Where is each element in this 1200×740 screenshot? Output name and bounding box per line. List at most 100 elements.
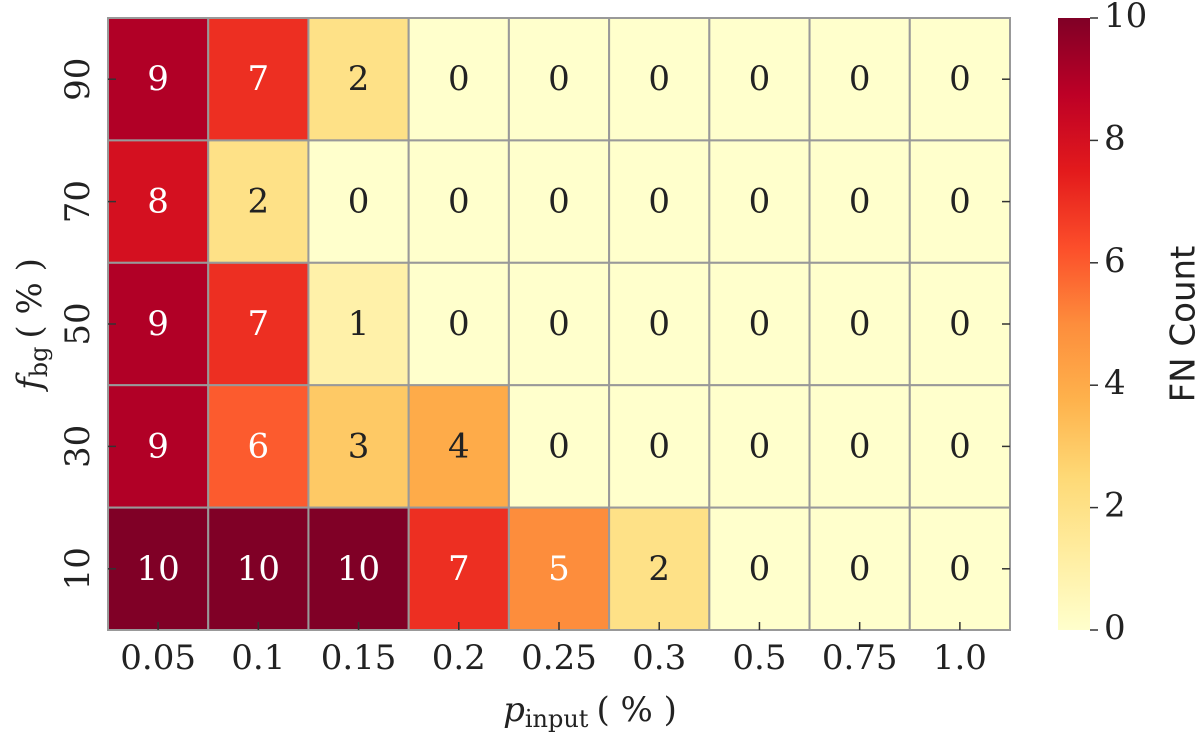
cell-label: 0: [949, 182, 971, 222]
x-tick-label: 0.1: [231, 638, 285, 678]
colorbar: [1058, 18, 1090, 630]
y-tick-label: 30: [58, 425, 98, 468]
cell-label: 1: [348, 304, 370, 344]
x-tick-label: 1.0: [933, 638, 987, 678]
colorbar-tick-label: 8: [1104, 118, 1126, 158]
x-axis-label: pinput( % ): [503, 690, 677, 733]
cell-label: 0: [749, 59, 771, 99]
colorbar-tick-label: 6: [1104, 241, 1126, 281]
heatmap-cell: [207, 261, 310, 387]
cell-label: 7: [248, 304, 270, 344]
heatmap-cell: [407, 261, 510, 387]
cell-label: 0: [949, 304, 971, 344]
cell-label: 0: [348, 182, 370, 222]
cell-label: 0: [448, 59, 470, 99]
colorbar-label: FN Count: [1164, 246, 1200, 403]
cell-label: 2: [648, 549, 670, 589]
heatmap-cell: [207, 17, 310, 142]
heatmap-cell: [908, 506, 1011, 632]
x-tick-label: 0.15: [321, 638, 397, 678]
cell-label: 0: [849, 549, 871, 589]
cell-label: 10: [337, 549, 380, 589]
heatmap-cell: [107, 261, 210, 387]
cell-label: 0: [749, 304, 771, 344]
heatmap-cell: [107, 139, 210, 264]
cell-label: 0: [749, 426, 771, 466]
cell-label: 7: [448, 549, 470, 589]
cell-label: 0: [749, 182, 771, 222]
y-tick-label: 70: [58, 180, 98, 223]
heatmap: 9 7 2 0 0 0 0 0 08 2 0 0 0 0 0 0 09 7 1 0 0 0 0 0 09 6 3 4 0 0 0 0 010 10…: [107, 17, 1011, 632]
heatmap-cell: [507, 261, 611, 387]
heatmap-cell: [307, 139, 410, 264]
x-tick-label: 0.3: [632, 638, 686, 678]
heatmap-cell: [107, 384, 210, 509]
x-label-main: p: [503, 690, 525, 730]
cell-label: 10: [237, 549, 280, 589]
cell-label: 0: [849, 59, 871, 99]
x-tick-label: 0.2: [432, 638, 486, 678]
cell-label: 0: [548, 304, 570, 344]
x-label-sub: input: [525, 705, 589, 733]
x-label-unit: ( % ): [596, 690, 676, 730]
y-label-unit: ( % ): [10, 258, 50, 338]
colorbar-tick-label: 4: [1104, 363, 1126, 403]
cell-label: 5: [548, 549, 570, 589]
cell-label: 0: [548, 426, 570, 466]
heatmap-cell: [908, 384, 1011, 509]
cell-label: 0: [648, 304, 670, 344]
heatmap-cell: [808, 17, 911, 142]
cell-label: 10: [136, 549, 179, 589]
cell-label: 0: [849, 304, 871, 344]
x-tick-label: 0.25: [521, 638, 597, 678]
cell-label: 8: [147, 182, 169, 222]
heatmap-cell: [908, 261, 1011, 387]
x-tick-label: 0.5: [732, 638, 786, 678]
heatmap-cell: [608, 17, 711, 142]
heatmap-cell: [407, 506, 510, 632]
cell-label: 0: [949, 59, 971, 99]
x-tick-label: 0.05: [120, 638, 196, 678]
heatmap-cell: [507, 139, 611, 264]
cell-label: 9: [147, 304, 169, 344]
x-tick-label: 0.75: [822, 638, 898, 678]
heatmap-cell: [808, 139, 911, 264]
cell-label: 0: [849, 426, 871, 466]
heatmap-cell: [708, 139, 811, 264]
y-tick-label: 50: [58, 302, 98, 345]
cell-label: 0: [849, 182, 871, 222]
cell-label: 0: [749, 549, 771, 589]
y-axis-label: fbg( % ): [10, 258, 53, 393]
heatmap-cell: [307, 506, 410, 632]
cell-label: 2: [348, 59, 370, 99]
cell-label: 0: [949, 549, 971, 589]
cell-label: 3: [348, 426, 370, 466]
colorbar-tick-label: 2: [1104, 486, 1126, 526]
cell-label: 0: [548, 59, 570, 99]
cell-label: 0: [448, 182, 470, 222]
colorbar-tick-label: 0: [1104, 608, 1126, 648]
heatmap-cell: [407, 384, 510, 509]
y-tick-label: 90: [58, 58, 98, 101]
heatmap-cell: [307, 17, 410, 142]
colorbar-tick-label: 10: [1104, 0, 1147, 36]
cell-label: 0: [949, 426, 971, 466]
cell-label: 4: [448, 426, 470, 466]
cell-label: 0: [548, 182, 570, 222]
heatmap-cell: [107, 17, 210, 142]
y-tick-label: 10: [58, 547, 98, 590]
cell-label: 9: [147, 426, 169, 466]
heatmap-cell: [908, 139, 1011, 264]
heatmap-cell: [708, 261, 811, 387]
heatmap-cell: [608, 506, 711, 632]
cell-label: 7: [248, 59, 270, 99]
heatmap-cell: [107, 506, 210, 632]
cell-label: 6: [248, 426, 270, 466]
heatmap-cell: [207, 384, 310, 509]
heatmap-cell: [708, 506, 811, 632]
cell-label: 0: [648, 426, 670, 466]
heatmap-cell: [307, 261, 410, 387]
cell-label: 9: [147, 59, 169, 99]
cell-label: 0: [448, 304, 470, 344]
